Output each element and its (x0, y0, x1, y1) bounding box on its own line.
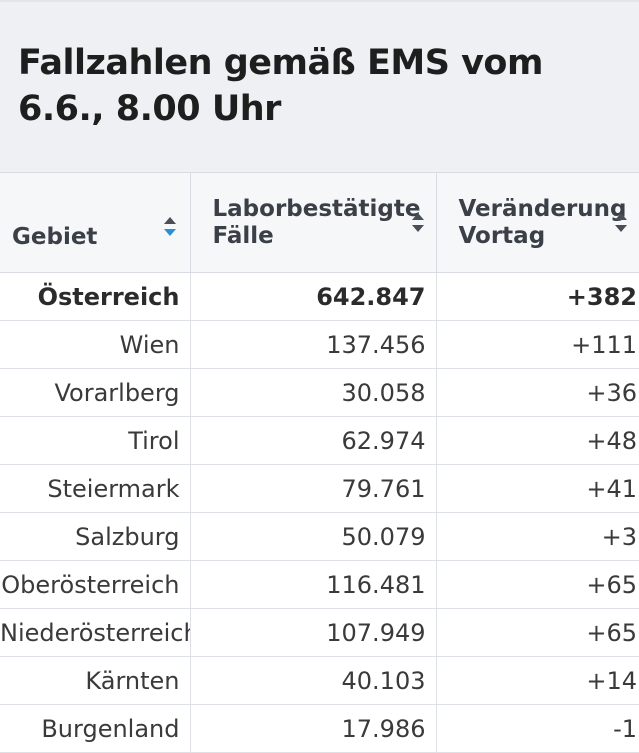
cases-cell: 107.949 (190, 608, 437, 657)
column-header-label: Veränderung Vortag (458, 195, 627, 249)
table-row: Wien 137.456 +111 (0, 320, 639, 369)
column-header-region[interactable]: Gebiet (0, 172, 191, 273)
cases-cell: 30.058 (190, 368, 437, 417)
cases-cell: 17.986 (190, 704, 437, 753)
column-header-label: Laborbestätigte Fälle (212, 195, 421, 249)
cases-cell: 642.847 (190, 272, 437, 321)
cases-cell: 137.456 (190, 320, 437, 369)
table-row: Vorarlberg 30.058 +36 (0, 368, 639, 417)
region-cell: Kärnten (0, 656, 191, 705)
change-cell: +36 (436, 368, 639, 417)
region-cell: Wien (0, 320, 191, 369)
column-header-label: Gebiet (12, 224, 98, 250)
cases-cell: 79.761 (190, 464, 437, 513)
change-cell: -1 (436, 704, 639, 753)
cases-cell: 40.103 (190, 656, 437, 705)
region-cell: Salzburg (0, 512, 191, 561)
cases-cell: 62.974 (190, 416, 437, 465)
table-row: Tirol 62.974 +48 (0, 416, 639, 465)
change-cell: +111 (436, 320, 639, 369)
region-cell: Burgenland (0, 704, 191, 753)
region-cell: Tirol (0, 416, 191, 465)
table-row: Oberösterreich 116.481 +65 (0, 560, 639, 609)
table-row: Kärnten 40.103 +14 (0, 656, 639, 705)
table-row: Salzburg 50.079 +3 (0, 512, 639, 561)
column-header-change[interactable]: Veränderung Vortag (436, 172, 639, 273)
table-row: Steiermark 79.761 +41 (0, 464, 639, 513)
region-cell: Vorarlberg (0, 368, 191, 417)
change-cell: +41 (436, 464, 639, 513)
title-area: Fallzahlen gemäß EMS vom 6.6., 8.00 Uhr (0, 0, 639, 172)
change-cell: +65 (436, 608, 639, 657)
sort-icon[interactable] (613, 211, 629, 235)
region-cell: Niederösterreich (0, 608, 191, 657)
change-cell: +14 (436, 656, 639, 705)
cases-cell: 50.079 (190, 512, 437, 561)
case-table: Gebiet Laborbestätigte Fälle (0, 172, 639, 753)
change-cell: +382 (436, 272, 639, 321)
change-cell: +65 (436, 560, 639, 609)
region-cell: Steiermark (0, 464, 191, 513)
column-header-cases[interactable]: Laborbestätigte Fälle (190, 172, 437, 273)
table-row: Burgenland 17.986 -1 (0, 704, 639, 753)
region-cell: Österreich (0, 272, 191, 321)
table-row-total: Österreich 642.847 +382 (0, 272, 639, 321)
change-cell: +48 (436, 416, 639, 465)
sort-active-icon[interactable] (162, 215, 178, 239)
page-title: Fallzahlen gemäß EMS vom 6.6., 8.00 Uhr (18, 43, 543, 129)
cases-cell: 116.481 (190, 560, 437, 609)
region-cell: Oberösterreich (0, 560, 191, 609)
change-cell: +3 (436, 512, 639, 561)
table-row: Niederösterreich 107.949 +65 (0, 608, 639, 657)
sort-icon[interactable] (410, 211, 426, 235)
